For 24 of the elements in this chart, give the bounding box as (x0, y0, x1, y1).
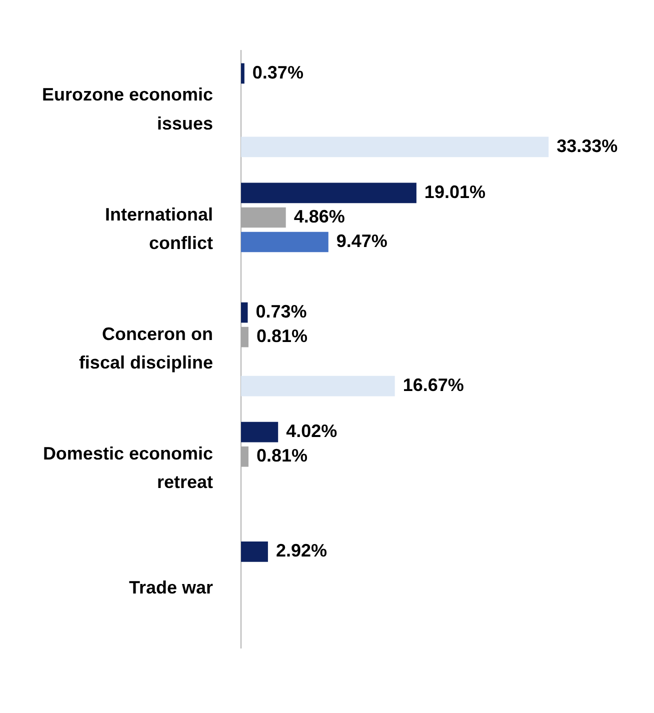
data-label: 19.01% (424, 182, 486, 202)
bar (241, 422, 278, 442)
y-tick-label: International conflict (104, 204, 213, 254)
data-label: 0.81% (256, 446, 308, 466)
data-label: 16.67% (402, 375, 464, 396)
data-label: 4.86% (294, 206, 345, 226)
bar (241, 302, 248, 323)
bar (241, 232, 328, 252)
bar (241, 376, 395, 396)
data-label: 33.33% (556, 136, 618, 156)
y-tick-label: Trade war (128, 577, 213, 598)
y-tick-label: Conceron on fiscal discipline (78, 324, 213, 373)
data-label: 0.73% (256, 302, 307, 322)
data-label: 0.37% (252, 62, 304, 82)
bar (241, 136, 549, 158)
y-tick-label: Eurozone economic issues (42, 84, 213, 134)
bar (241, 182, 416, 204)
bar (241, 63, 244, 84)
data-label: 4.02% (286, 421, 338, 442)
bar (241, 541, 268, 562)
y-tick-label: Domestic economic retreat (42, 443, 214, 492)
data-label: 9.47% (336, 230, 388, 251)
data-label: 2.92% (276, 540, 327, 561)
data-label: 0.81% (256, 326, 308, 346)
